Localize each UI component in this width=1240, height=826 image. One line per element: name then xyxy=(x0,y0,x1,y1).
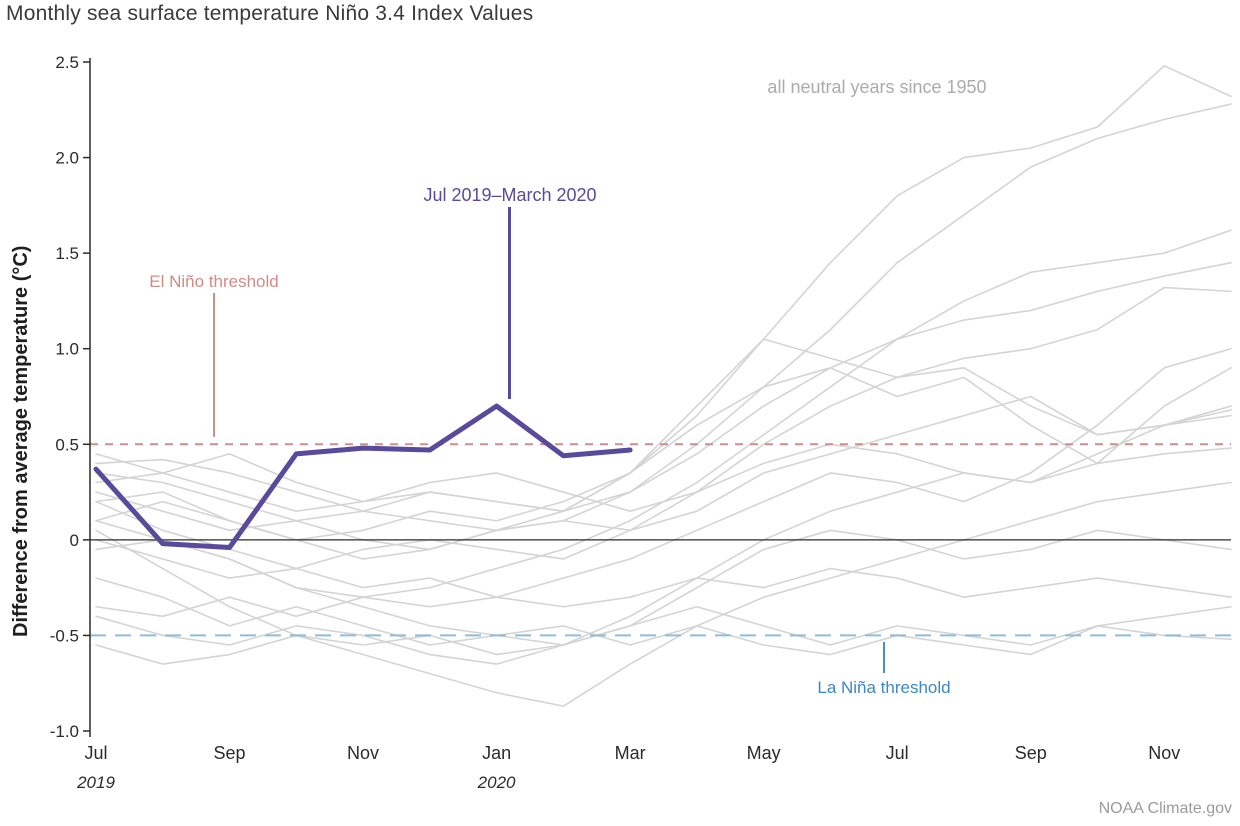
neutral-year-line xyxy=(95,261,1232,512)
x-tick-label: Nov xyxy=(1148,743,1180,763)
x-tick-label: Jan xyxy=(482,743,511,763)
y-tick-label: 2.5 xyxy=(55,53,79,72)
y-tick-label: 1.5 xyxy=(55,244,79,263)
x-tick-label: Jul xyxy=(84,743,107,763)
el-nino-callout-line xyxy=(213,293,215,437)
y-axis-label: Difference from average temperature (°C) xyxy=(10,245,32,637)
y-tick-label: -0.5 xyxy=(50,626,79,645)
y-tick-label: 1.0 xyxy=(55,340,79,359)
neutral-year-line xyxy=(95,65,1232,560)
neutral-year-line xyxy=(95,103,1232,532)
x-year-label: 2019 xyxy=(76,773,115,792)
attribution: NOAA Climate.gov xyxy=(1098,800,1232,817)
neutral-year-line xyxy=(95,500,1232,608)
neutral-year-line xyxy=(95,347,1232,618)
neutral-year-line xyxy=(95,395,1232,551)
x-tick-label: Jul xyxy=(886,743,909,763)
neutral-year-line xyxy=(95,481,1232,707)
la-nina-threshold-annotation: La Niña threshold xyxy=(817,678,951,697)
y-tick-label: 0.5 xyxy=(55,435,79,454)
main-series-line xyxy=(93,403,633,551)
neutral-year-line xyxy=(95,367,1232,541)
el-nino-threshold-annotation: El Niño threshold xyxy=(149,272,279,291)
y-tick-label: 0 xyxy=(70,531,79,550)
x-year-label: 2020 xyxy=(477,773,516,792)
neutral-years-annotation: all neutral years since 1950 xyxy=(767,77,987,97)
x-tick-label: Mar xyxy=(615,743,646,763)
y-tick-label: -1.0 xyxy=(50,722,79,741)
x-tick-label: Sep xyxy=(1015,743,1047,763)
x-tick-label: Nov xyxy=(347,743,379,763)
neutral-year-line xyxy=(95,286,1232,579)
y-tick-label: 2.0 xyxy=(55,149,79,168)
x-tick-label: May xyxy=(747,743,781,763)
neutral-year-line xyxy=(95,529,1232,665)
main-series-annotation: Jul 2019–March 2020 xyxy=(423,185,597,205)
neutral-year-line xyxy=(95,519,1232,656)
x-tick-label: Sep xyxy=(214,743,246,763)
la-nina-callout-line xyxy=(883,642,885,673)
neutral-year-line xyxy=(95,443,1232,512)
main-series-callout-line xyxy=(508,207,511,399)
chart-title: Monthly sea surface temperature Niño 3.4… xyxy=(6,2,534,25)
neutral-year-line xyxy=(95,577,1232,646)
neutral-year-line xyxy=(95,338,1232,522)
neutral-year-line xyxy=(95,405,1232,665)
